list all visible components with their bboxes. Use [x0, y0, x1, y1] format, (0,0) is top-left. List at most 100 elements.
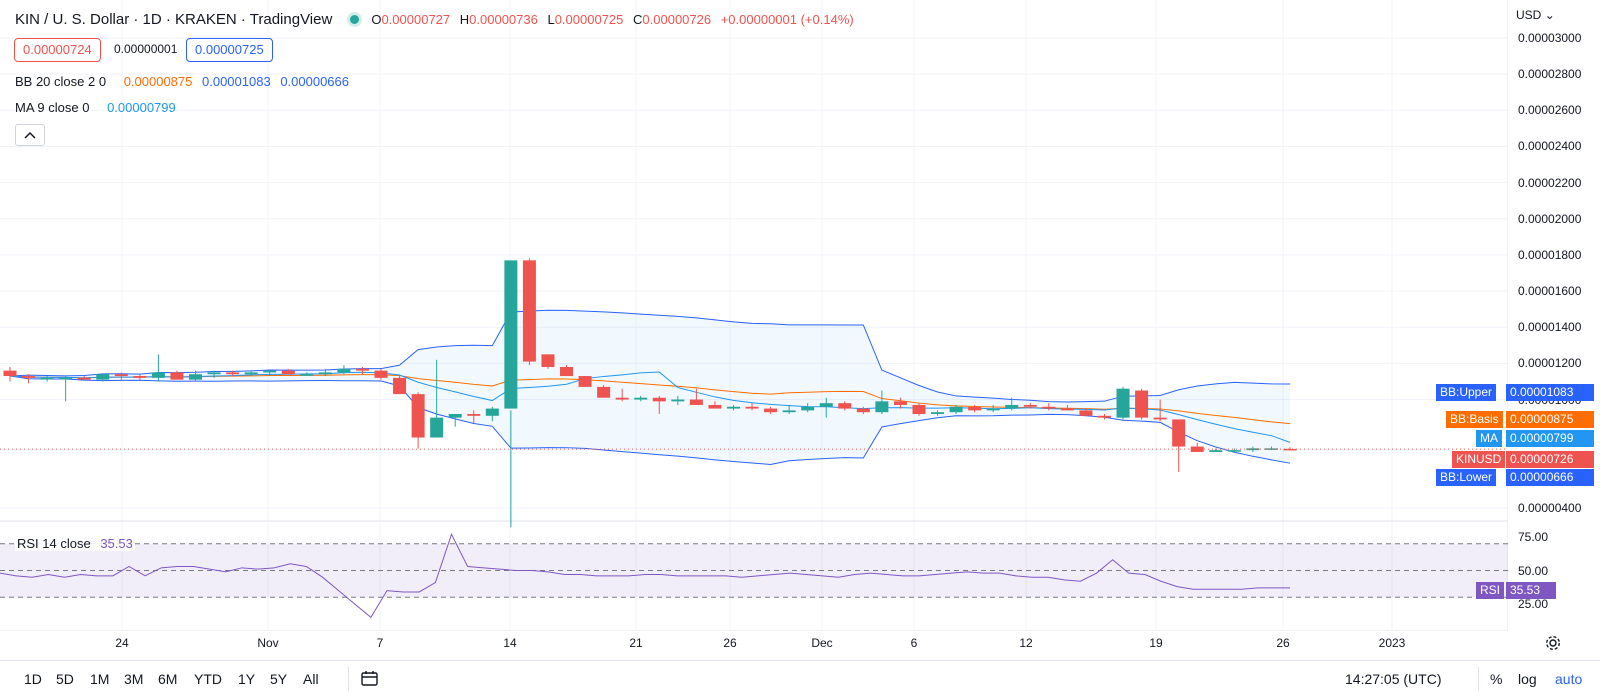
candle-body — [689, 399, 703, 405]
candle-body — [708, 404, 722, 409]
bb-basis-badge-label: BB:Basis — [1446, 411, 1503, 428]
range-button-6m[interactable]: 6M — [158, 671, 178, 687]
candle-body — [393, 377, 407, 395]
bb-lower-badge-label: BB:Lower — [1436, 469, 1497, 486]
candle-body — [504, 260, 518, 409]
candle-body — [578, 376, 592, 387]
range-button-3m[interactable]: 3M — [124, 671, 144, 687]
candle-body — [1264, 448, 1278, 450]
candle-body — [597, 386, 611, 398]
rsi-badge-value: 35.53 — [1506, 582, 1556, 599]
candle-body — [1283, 448, 1297, 451]
candle-body — [59, 377, 73, 380]
candle-body — [374, 370, 388, 378]
candle-body — [1227, 450, 1241, 452]
price-tick-label: 0.00003000 — [1518, 31, 1582, 45]
chevron-up-icon — [24, 131, 36, 139]
log-toggle[interactable]: log — [1518, 671, 1537, 687]
calendar-goto-icon[interactable] — [360, 669, 380, 694]
price-tick-label: 0.00002000 — [1518, 211, 1582, 226]
bb-lower-value: 0.00000666 — [280, 74, 349, 89]
bottom-toolbar: 1D 5D 1M 3M 6M YTD 1Y 5Y All 14:27:05 (UTC) % lo… — [0, 660, 1600, 700]
candle-body — [355, 368, 369, 371]
chart-legend: KIN / U. S. Dollar · 1D · KRAKEN · Tradi… — [15, 11, 860, 28]
range-button-5y[interactable]: 5Y — [270, 671, 288, 687]
market-open-icon — [350, 15, 360, 24]
price-chart-canvas[interactable] — [0, 0, 1509, 660]
range-button-ytd[interactable]: YTD — [194, 671, 222, 687]
ohlc-values: O0.00000727 H0.00000736 L0.00000725 C0.0… — [371, 12, 854, 27]
candle-body — [652, 397, 666, 402]
time-tick-label: Dec — [811, 636, 833, 650]
price-tick-label: 0.00001800 — [1518, 247, 1582, 262]
candle-body — [430, 417, 444, 438]
candle-body — [1079, 410, 1093, 416]
time-tick-label: 26 — [723, 636, 737, 650]
change-value: +0.00000001 (+0.14%) — [720, 12, 854, 27]
symbol-title[interactable]: KIN / U. S. Dollar · 1D · KRAKEN · Tradi… — [15, 11, 333, 28]
candle-body — [801, 406, 815, 411]
range-button-1m[interactable]: 1M — [90, 671, 110, 687]
ma-label: MA 9 close 0 — [15, 100, 90, 115]
candle-body — [560, 367, 574, 377]
candle-body — [170, 372, 184, 380]
gear-icon[interactable] — [1544, 634, 1562, 657]
bb-upper-line — [9, 309, 1291, 403]
open-value: 0.00000727 — [381, 12, 451, 27]
time-tick-label: 6 — [910, 636, 918, 650]
rsi-badge-label: RSI — [1476, 582, 1505, 599]
candle-body — [1135, 390, 1149, 418]
candle-body — [467, 414, 481, 416]
range-button-1y[interactable]: 1Y — [238, 671, 256, 687]
time-tick-label: 2023 — [1378, 636, 1406, 650]
candle-body — [541, 354, 555, 367]
divider — [348, 667, 349, 691]
price-tick-label: 0.00001600 — [1518, 284, 1582, 299]
price-tick-label: 0.00002600 — [1518, 103, 1582, 118]
bb-upper-badge-label: BB:Upper — [1436, 384, 1497, 401]
bb-basis-badge-value: 0.00000875 — [1506, 411, 1594, 428]
candle-body — [1153, 417, 1167, 420]
candle-body — [782, 410, 796, 413]
percent-toggle[interactable]: % — [1490, 671, 1503, 687]
bb-basis-value: 0.00000875 — [123, 74, 193, 89]
bb-label: BB 20 close 2 0 — [15, 74, 107, 89]
range-button-5d[interactable]: 5D — [56, 671, 74, 687]
price-tick-label: 0.00002800 — [1518, 67, 1582, 82]
candle-body — [1209, 450, 1223, 452]
range-button-1d[interactable]: 1D — [24, 671, 42, 687]
candle-body — [931, 412, 945, 414]
price-tick-label: 0.00002200 — [1518, 175, 1582, 190]
candle-body — [1172, 419, 1186, 447]
candle-body — [745, 406, 759, 409]
range-button-all[interactable]: All — [303, 671, 319, 687]
candle-body — [151, 372, 165, 378]
time-tick-label: 19 — [1149, 636, 1163, 650]
utc-clock[interactable]: 14:27:05 (UTC) — [1345, 671, 1442, 687]
auto-toggle[interactable]: auto — [1555, 671, 1583, 687]
rsi-value: 35.53 — [100, 536, 133, 551]
candle-body — [615, 397, 629, 400]
rsi-legend[interactable]: RSI 14 close 35.53 — [15, 536, 135, 551]
candle-body — [875, 401, 889, 413]
candle-body — [411, 394, 425, 438]
currency-selector[interactable]: USD ⌄ — [1516, 8, 1555, 22]
sell-button[interactable]: 0.00000724 — [14, 38, 101, 62]
bb-lower-line — [9, 375, 1291, 465]
candle-body — [189, 374, 203, 380]
ma-value: 0.00000799 — [107, 100, 176, 115]
candle-body — [22, 376, 36, 378]
candle-body — [207, 372, 221, 375]
candle-body — [263, 370, 277, 373]
candle-body — [856, 408, 870, 413]
bb-legend[interactable]: BB 20 close 2 0 0.00000875 0.00001083 0.… — [15, 74, 349, 89]
buy-button[interactable]: 0.00000725 — [186, 38, 273, 62]
chart-area[interactable] — [0, 0, 1509, 660]
rsi-tick-label: 50.00 — [1518, 563, 1549, 578]
time-tick-label: 14 — [503, 636, 517, 650]
ma-legend[interactable]: MA 9 close 0 0.00000799 — [15, 100, 176, 115]
collapse-legend-button[interactable] — [15, 124, 45, 146]
candle-body — [671, 399, 685, 402]
candle-body — [634, 397, 648, 400]
bb-fill — [10, 310, 1290, 465]
